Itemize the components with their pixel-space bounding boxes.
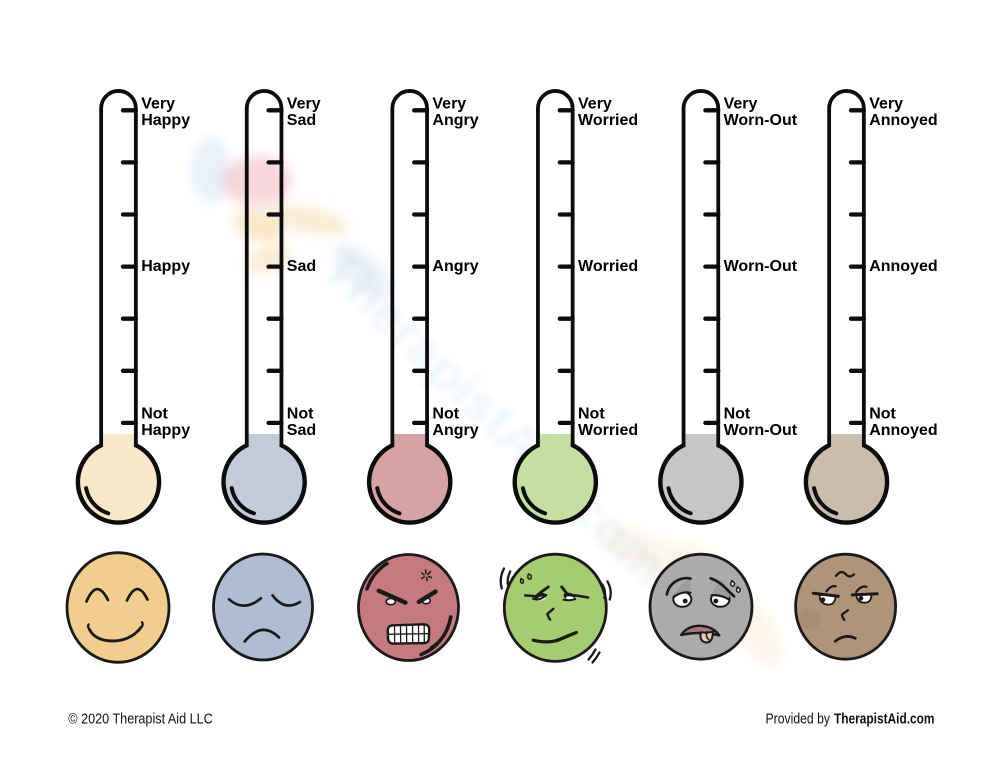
- svg-text:Very: Very: [287, 95, 321, 112]
- svg-text:Not: Not: [432, 406, 459, 423]
- svg-text:© 2020 Therapist Aid LLC: © 2020 Therapist Aid LLC: [68, 712, 213, 728]
- svg-text:Happy: Happy: [141, 422, 190, 439]
- svg-text:Worried: Worried: [578, 258, 638, 275]
- svg-text:TherapistAid.com: TherapistAid.com: [834, 712, 935, 728]
- svg-text:Not: Not: [869, 406, 896, 423]
- svg-text:TherapistAid.com: TherapistAid.com: [310, 237, 680, 597]
- svg-text:Sad: Sad: [287, 258, 316, 275]
- svg-text:Not: Not: [578, 406, 605, 423]
- svg-text:Annoyed: Annoyed: [869, 422, 937, 439]
- svg-text:Annoyed: Annoyed: [869, 112, 937, 129]
- svg-text:Not: Not: [724, 406, 751, 423]
- svg-text:Worn-Out: Worn-Out: [724, 422, 798, 439]
- svg-text:Worn-Out: Worn-Out: [724, 112, 798, 129]
- svg-text:Very: Very: [869, 95, 903, 112]
- svg-text:Very: Very: [578, 95, 612, 112]
- svg-text:Worried: Worried: [578, 112, 638, 129]
- svg-text:Provided by: Provided by: [766, 712, 831, 728]
- svg-text:Angry: Angry: [432, 258, 478, 275]
- svg-text:Very: Very: [141, 95, 175, 112]
- svg-text:Worn-Out: Worn-Out: [724, 258, 798, 275]
- svg-text:Angry: Angry: [432, 112, 478, 129]
- svg-text:Not: Not: [141, 406, 168, 423]
- svg-text:Annoyed: Annoyed: [869, 258, 937, 275]
- svg-text:Worried: Worried: [578, 422, 638, 439]
- svg-text:Sad: Sad: [287, 422, 316, 439]
- svg-text:Happy: Happy: [141, 112, 190, 129]
- svg-text:Sad: Sad: [287, 112, 316, 129]
- svg-text:Very: Very: [432, 95, 466, 112]
- svg-text:Not: Not: [287, 406, 314, 423]
- svg-text:Happy: Happy: [141, 258, 190, 275]
- svg-text:Very: Very: [724, 95, 758, 112]
- svg-text:Angry: Angry: [432, 422, 478, 439]
